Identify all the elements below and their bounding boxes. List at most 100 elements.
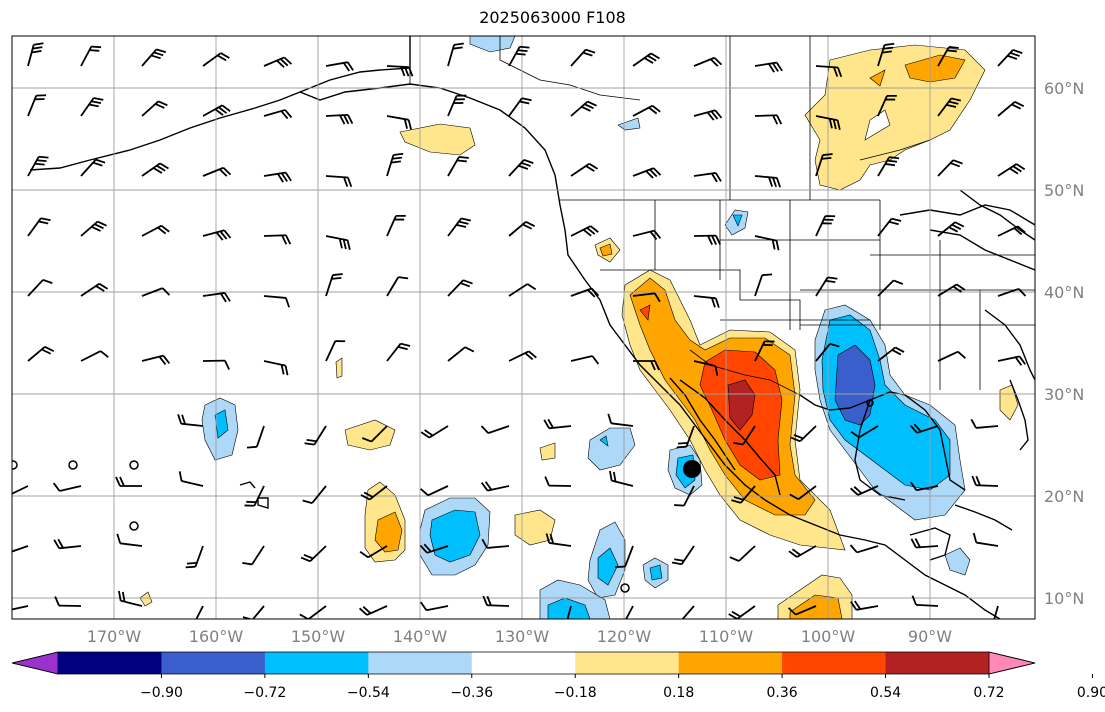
wind-barb (937, 350, 966, 362)
wind-barb (910, 481, 939, 492)
wind-barb (850, 600, 879, 611)
wind-barb (358, 605, 388, 616)
wind-barb (177, 414, 204, 427)
colorbar-segment (885, 652, 990, 674)
wind-barb (304, 425, 327, 446)
wind-barb (244, 485, 265, 507)
wind-barb (246, 425, 265, 449)
wind-barb (27, 346, 55, 362)
wind-barb (386, 342, 411, 362)
wind-barb (202, 359, 230, 370)
wind-barb (141, 162, 169, 177)
coastlines (29, 36, 1035, 619)
wind-barb (141, 100, 168, 117)
wind-barb (80, 97, 104, 117)
longitude-label: 170°W (87, 627, 142, 646)
wind-barb (325, 235, 351, 250)
wind-barb (997, 287, 1027, 297)
wind-barb (386, 65, 414, 77)
wind-barb (693, 234, 721, 246)
wind-barb (997, 101, 1025, 117)
map-frame (11, 35, 1036, 620)
wind-barb (754, 61, 783, 73)
wind-barb (997, 49, 1023, 67)
colorbar-tick-labels: −0.90 −0.72 −0.54 −0.36 −0.18 0.18 0.36 0.54 0.7… (140, 674, 1105, 701)
wind-barb (997, 163, 1026, 177)
wind-barb (54, 596, 82, 607)
colorbar-tick-label: 0.36 (767, 685, 798, 701)
wind-barb (12, 485, 29, 497)
wind-barb (386, 115, 412, 130)
wind-barb (877, 346, 905, 362)
wind-barb (674, 485, 695, 507)
wind-barb (693, 172, 722, 183)
wind-barb (909, 423, 939, 434)
calm-wind-circles (12, 399, 874, 593)
wind-barb (632, 167, 662, 179)
wind-barb (728, 605, 756, 619)
wind-barb (570, 100, 597, 117)
wind-barb (80, 158, 106, 177)
wind-barb (815, 65, 843, 78)
wind-barb (115, 476, 142, 487)
wind-barb (849, 544, 879, 554)
wind-barb (570, 225, 599, 237)
wind-barb (12, 605, 29, 612)
wind-barb (877, 95, 897, 117)
wind-barb (754, 175, 781, 188)
wind-barb (325, 340, 346, 362)
wind-barb (300, 545, 327, 563)
wind-barb (80, 220, 107, 237)
wind-barb (481, 538, 510, 549)
wind-barb (80, 282, 109, 297)
wind-barb (790, 425, 817, 443)
wind-barb (359, 545, 388, 559)
wind-barb (733, 425, 756, 446)
wind-barb (543, 418, 572, 430)
wind-barb (632, 229, 662, 240)
wind-barb (676, 425, 695, 449)
wind-barb (27, 217, 51, 237)
wind-barb (632, 104, 661, 117)
latitude-label: 60°N (1044, 79, 1084, 98)
wind-barb (447, 94, 467, 117)
wind-barb (621, 605, 634, 619)
wind-barb (202, 166, 232, 177)
anomaly-shading (139, 36, 1019, 619)
longitude-label: 150°W (291, 627, 346, 646)
wind-barb (815, 153, 833, 177)
wind-barb (877, 279, 904, 297)
wind-barb (632, 52, 660, 67)
wind-barb (202, 104, 231, 117)
wind-barb (564, 605, 572, 619)
wind-barb (815, 215, 836, 237)
wind-barb (877, 42, 895, 67)
wind-barb (570, 48, 596, 67)
colorbar-segment (368, 652, 473, 674)
wind-barb (669, 605, 695, 619)
colorbar-tick-label: 0.90 (1077, 685, 1105, 701)
longitude-label: 130°W (495, 627, 550, 646)
wind-barb (508, 97, 532, 117)
wind-barb (263, 295, 290, 308)
colorbar-outline (11, 651, 1036, 675)
wind-barb (570, 287, 600, 298)
colorbar-tick-label: 0.18 (663, 685, 694, 701)
wind-barb (850, 425, 879, 439)
wind-barb (27, 279, 53, 297)
wind-barb (815, 343, 840, 362)
latitude-labels: 60°N 50°N 40°N 30°N 20°N 10°N (1044, 79, 1084, 608)
colorbar-tick-label: −0.54 (347, 685, 390, 701)
wind-barb (263, 234, 292, 245)
graticule (12, 36, 1035, 619)
wind-barb (116, 533, 143, 547)
wind-barb (419, 543, 449, 554)
wind-barb (53, 538, 82, 550)
wind-barb (508, 350, 537, 362)
wind-barb (508, 45, 530, 67)
wind-barb (192, 605, 204, 619)
wind-barb (508, 159, 534, 177)
wind-barb (27, 94, 47, 117)
colorbar-extend-max (988, 651, 1036, 675)
longitude-label: 120°W (597, 627, 652, 646)
